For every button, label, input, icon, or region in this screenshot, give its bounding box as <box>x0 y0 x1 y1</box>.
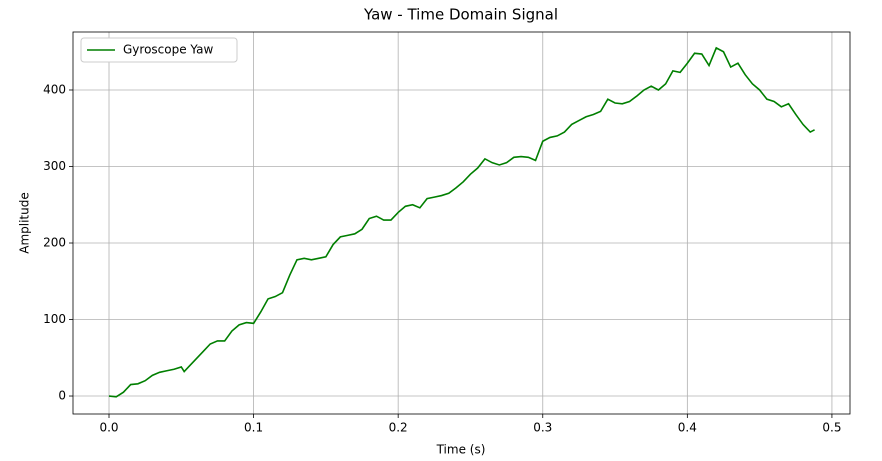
data-line <box>108 46 815 398</box>
y-tick-label: 300 <box>43 159 66 173</box>
y-axis-label: Amplitude <box>18 192 32 254</box>
x-tick-label: 0.5 <box>822 421 841 435</box>
axes-frame <box>72 31 851 415</box>
x-tick-label: 0.2 <box>389 421 408 435</box>
x-axis-label: Time (s) <box>436 443 486 457</box>
legend-box <box>80 37 238 63</box>
y-tick-label: 0 <box>58 389 66 403</box>
y-tick-label: 200 <box>43 236 66 250</box>
y-tick-label: 100 <box>43 312 66 326</box>
x-tick-label: 0.4 <box>678 421 697 435</box>
y-tick-label: 400 <box>43 82 66 96</box>
x-tick-label: 0.0 <box>99 421 118 435</box>
x-tick-label: 0.3 <box>533 421 552 435</box>
x-tick-label: 0.1 <box>244 421 263 435</box>
legend-label: Gyroscope Yaw <box>123 43 213 57</box>
chart-title: Yaw - Time Domain Signal <box>363 6 558 24</box>
